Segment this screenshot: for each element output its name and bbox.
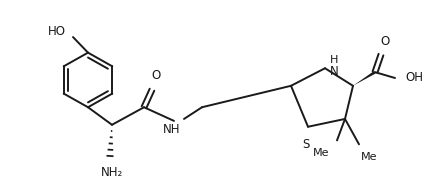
Text: O: O [151, 69, 160, 82]
Text: NH: NH [163, 123, 180, 136]
Text: S: S [302, 138, 309, 151]
Text: HO: HO [48, 25, 66, 38]
Text: Me: Me [312, 148, 328, 158]
Text: O: O [379, 35, 389, 48]
Text: OH: OH [404, 71, 422, 85]
Polygon shape [352, 71, 375, 86]
Text: N: N [329, 65, 338, 78]
Text: NH₂: NH₂ [101, 166, 123, 179]
Text: H: H [329, 55, 338, 66]
Text: Me: Me [360, 152, 377, 162]
